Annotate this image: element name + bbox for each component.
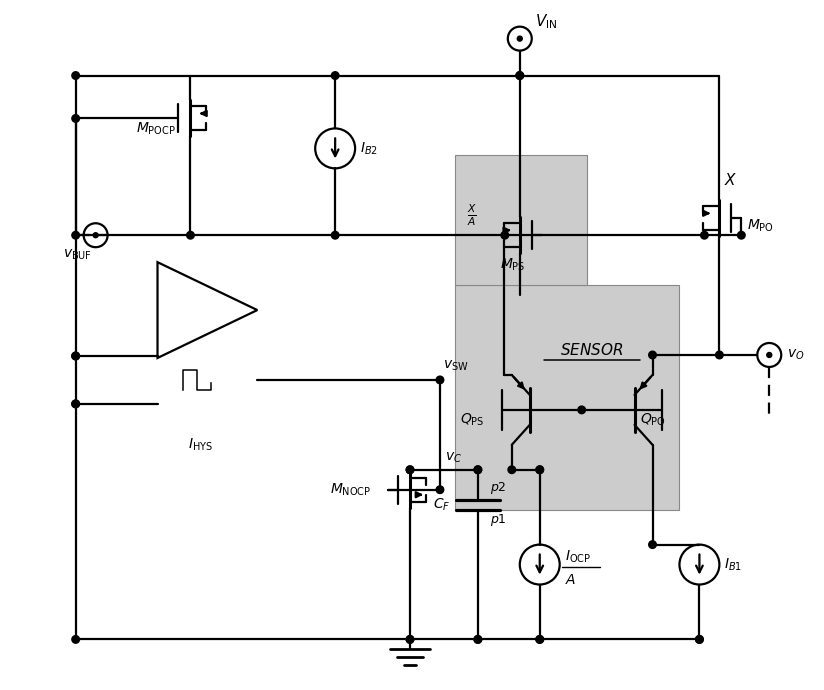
Circle shape	[578, 406, 585, 414]
Circle shape	[536, 635, 544, 643]
Text: $Q_{\rm PS}$: $Q_{\rm PS}$	[460, 412, 485, 428]
Circle shape	[695, 635, 703, 643]
Circle shape	[436, 486, 444, 493]
Text: $I_{\rm OCP}$: $I_{\rm OCP}$	[564, 549, 591, 565]
Text: $v_{\rm BUF}$: $v_{\rm BUF}$	[63, 248, 92, 262]
Circle shape	[72, 72, 79, 79]
Text: $v_O$: $v_O$	[787, 348, 805, 362]
Text: $p2$: $p2$	[489, 480, 507, 495]
Circle shape	[695, 635, 703, 643]
Text: $I_{B2}$: $I_{B2}$	[360, 140, 378, 157]
Circle shape	[517, 36, 522, 41]
Circle shape	[715, 351, 723, 359]
Circle shape	[72, 352, 79, 359]
Circle shape	[474, 635, 482, 643]
Text: $V_{\rm IN}$: $V_{\rm IN}$	[535, 12, 557, 31]
Circle shape	[474, 466, 482, 473]
Circle shape	[72, 635, 79, 643]
Text: $M_{\rm PS}$: $M_{\rm PS}$	[500, 257, 525, 273]
Text: $A$: $A$	[564, 573, 576, 586]
Circle shape	[508, 466, 516, 473]
Circle shape	[516, 72, 523, 79]
Circle shape	[436, 376, 444, 384]
Circle shape	[331, 72, 339, 79]
Circle shape	[72, 231, 79, 239]
Polygon shape	[455, 285, 680, 510]
Circle shape	[536, 635, 544, 643]
Circle shape	[331, 231, 339, 239]
Circle shape	[93, 233, 98, 238]
Circle shape	[72, 400, 79, 408]
Polygon shape	[455, 155, 587, 285]
Circle shape	[536, 466, 544, 473]
Text: $M_{\rm PO}$: $M_{\rm PO}$	[747, 218, 775, 235]
Text: $p1$: $p1$	[489, 512, 507, 528]
Circle shape	[406, 466, 414, 473]
Circle shape	[516, 72, 523, 79]
Circle shape	[406, 635, 414, 643]
Text: $v_C$: $v_C$	[445, 451, 462, 465]
Circle shape	[501, 231, 508, 239]
Text: $C_F$: $C_F$	[433, 497, 450, 513]
Circle shape	[648, 541, 656, 549]
Text: $I_{B1}$: $I_{B1}$	[724, 556, 742, 573]
Circle shape	[406, 466, 414, 473]
Text: $M_{\rm NOCP}$: $M_{\rm NOCP}$	[330, 482, 372, 498]
Text: $M_{\rm POCP}$: $M_{\rm POCP}$	[136, 120, 176, 137]
Text: $Q_{\rm PO}$: $Q_{\rm PO}$	[639, 412, 666, 428]
Circle shape	[406, 635, 414, 643]
Circle shape	[767, 353, 772, 357]
Circle shape	[536, 466, 544, 473]
Circle shape	[700, 231, 708, 239]
Text: $X$: $X$	[724, 172, 737, 188]
Circle shape	[474, 466, 482, 473]
Circle shape	[648, 351, 656, 359]
Text: $\mathit{SENSOR}$: $\mathit{SENSOR}$	[559, 342, 624, 358]
Circle shape	[474, 635, 482, 643]
Text: $v_{\rm SW}$: $v_{\rm SW}$	[443, 359, 469, 373]
Circle shape	[187, 231, 194, 239]
Circle shape	[72, 115, 79, 122]
Circle shape	[737, 231, 745, 239]
Text: $I_{\rm HYS}$: $I_{\rm HYS}$	[188, 437, 213, 453]
Circle shape	[72, 352, 79, 359]
Text: $\frac{X}{A}$: $\frac{X}{A}$	[467, 202, 477, 228]
Circle shape	[72, 400, 79, 408]
